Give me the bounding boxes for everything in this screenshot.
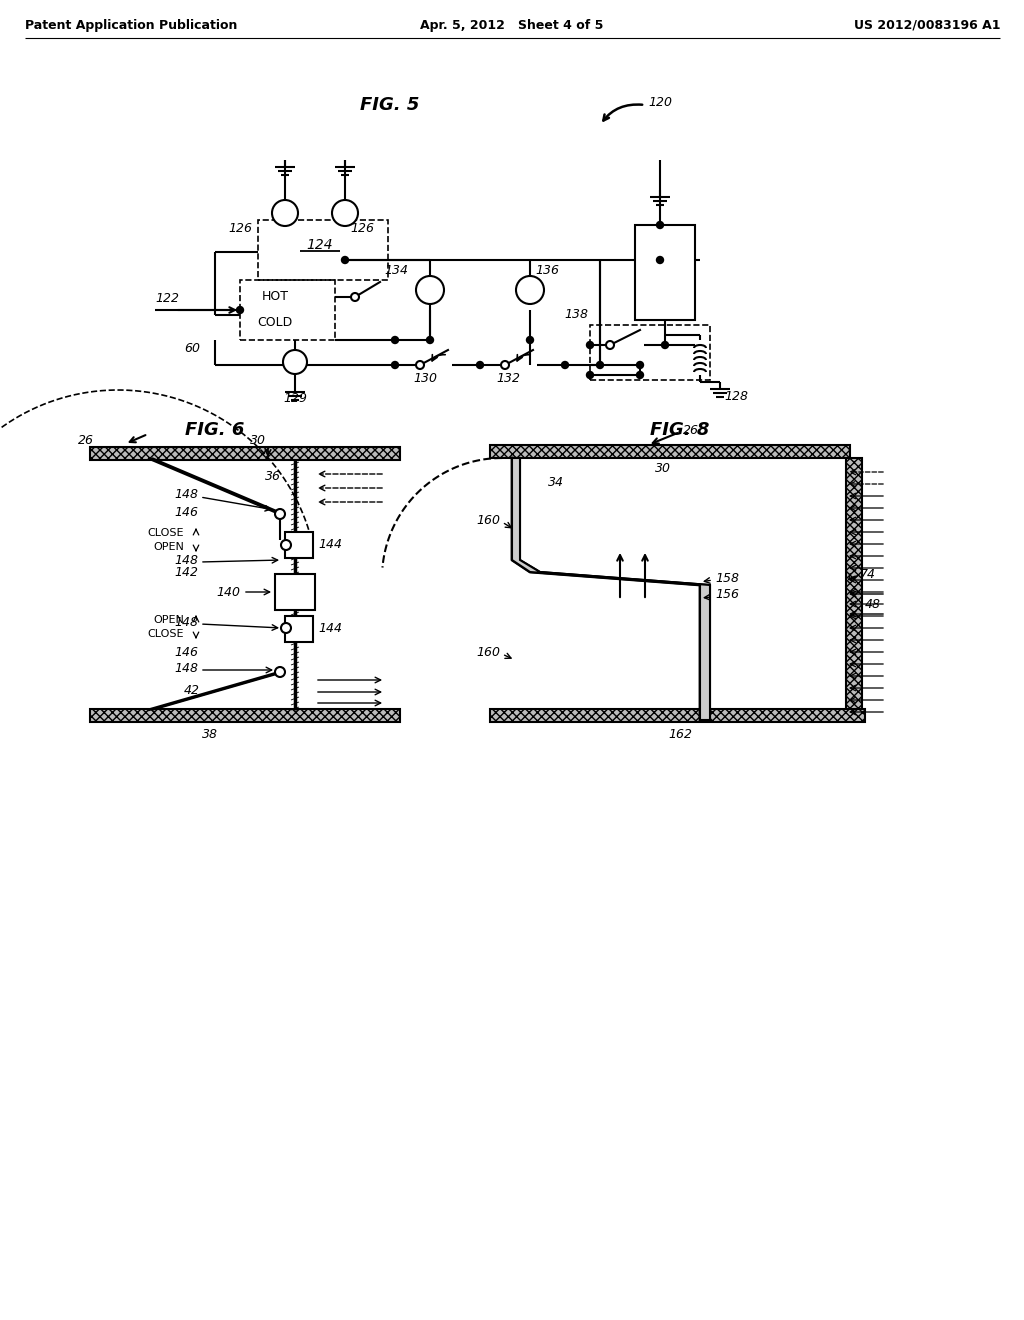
Text: 148: 148 (174, 488, 198, 502)
Circle shape (516, 276, 544, 304)
Circle shape (272, 201, 298, 226)
Circle shape (281, 623, 291, 634)
Text: 34: 34 (548, 475, 564, 488)
Text: 26: 26 (683, 424, 699, 437)
Text: 129: 129 (283, 392, 307, 404)
Circle shape (526, 337, 534, 343)
Text: HOT: HOT (261, 290, 289, 304)
Circle shape (351, 293, 359, 301)
Circle shape (597, 362, 603, 368)
Circle shape (341, 256, 348, 264)
Circle shape (606, 341, 614, 348)
Text: 30: 30 (655, 462, 671, 474)
Text: 124: 124 (306, 238, 334, 252)
Text: 74: 74 (860, 569, 876, 582)
Text: 134: 134 (384, 264, 408, 276)
Text: 136: 136 (535, 264, 559, 276)
Text: FIG. 5: FIG. 5 (360, 96, 420, 114)
Bar (275, 574, 315, 610)
Text: OPEN: OPEN (154, 543, 184, 552)
Text: 140: 140 (216, 586, 240, 598)
Bar (285, 616, 313, 642)
Text: 120: 120 (648, 96, 672, 110)
Text: 30: 30 (250, 434, 266, 447)
Bar (90, 447, 400, 459)
Bar (258, 220, 388, 280)
Circle shape (391, 362, 398, 368)
Bar (285, 532, 313, 558)
Bar (846, 458, 862, 719)
Text: 126: 126 (228, 222, 252, 235)
Circle shape (637, 371, 643, 379)
Circle shape (662, 342, 669, 348)
Text: 162: 162 (668, 727, 692, 741)
Text: FIG. 6: FIG. 6 (185, 421, 245, 440)
Text: 146: 146 (174, 647, 198, 660)
Polygon shape (512, 458, 710, 719)
Circle shape (416, 276, 444, 304)
Text: 160: 160 (476, 513, 500, 527)
Bar (90, 709, 400, 722)
Text: Patent Application Publication: Patent Application Publication (25, 18, 238, 32)
Text: CLOSE: CLOSE (147, 528, 184, 539)
Circle shape (656, 222, 664, 228)
Circle shape (391, 337, 398, 343)
Text: OPEN: OPEN (154, 615, 184, 624)
Text: 148: 148 (174, 553, 198, 566)
Circle shape (501, 360, 509, 370)
Text: COLD: COLD (257, 317, 293, 330)
Text: 142: 142 (174, 565, 198, 578)
Circle shape (283, 350, 307, 374)
Circle shape (332, 201, 358, 226)
Text: 144: 144 (318, 539, 342, 552)
Text: CLOSE: CLOSE (147, 630, 184, 639)
Text: 148: 148 (174, 661, 198, 675)
Text: FIG. 8: FIG. 8 (650, 421, 710, 440)
Text: 60: 60 (184, 342, 200, 355)
Circle shape (275, 667, 285, 677)
Text: 146: 146 (174, 506, 198, 519)
Text: 144: 144 (318, 623, 342, 635)
Text: 132: 132 (496, 371, 520, 384)
Circle shape (281, 540, 291, 550)
Text: US 2012/0083196 A1: US 2012/0083196 A1 (853, 18, 1000, 32)
Text: 138: 138 (564, 309, 588, 322)
Text: 126: 126 (350, 222, 374, 235)
Circle shape (275, 510, 285, 519)
Circle shape (587, 371, 594, 379)
Text: 42: 42 (184, 685, 200, 697)
Text: Apr. 5, 2012   Sheet 4 of 5: Apr. 5, 2012 Sheet 4 of 5 (420, 18, 604, 32)
Circle shape (237, 306, 244, 314)
Circle shape (637, 362, 643, 368)
Text: 160: 160 (476, 645, 500, 659)
Text: 38: 38 (202, 727, 218, 741)
Circle shape (476, 362, 483, 368)
Text: 156: 156 (715, 589, 739, 602)
Text: 48: 48 (865, 598, 881, 610)
Bar (490, 445, 850, 458)
Text: 148: 148 (174, 615, 198, 628)
Text: 58: 58 (654, 263, 676, 281)
Bar (590, 325, 710, 380)
Text: 122: 122 (155, 292, 179, 305)
Circle shape (416, 360, 424, 370)
Circle shape (427, 337, 433, 343)
Circle shape (587, 342, 594, 348)
Text: 158: 158 (715, 572, 739, 585)
Text: 130: 130 (413, 371, 437, 384)
Circle shape (561, 362, 568, 368)
Text: 26: 26 (78, 434, 94, 447)
Bar (490, 709, 865, 722)
Text: 128: 128 (724, 389, 748, 403)
Circle shape (656, 256, 664, 264)
Text: 36: 36 (265, 470, 281, 483)
Bar (240, 280, 335, 341)
Bar (635, 224, 695, 319)
